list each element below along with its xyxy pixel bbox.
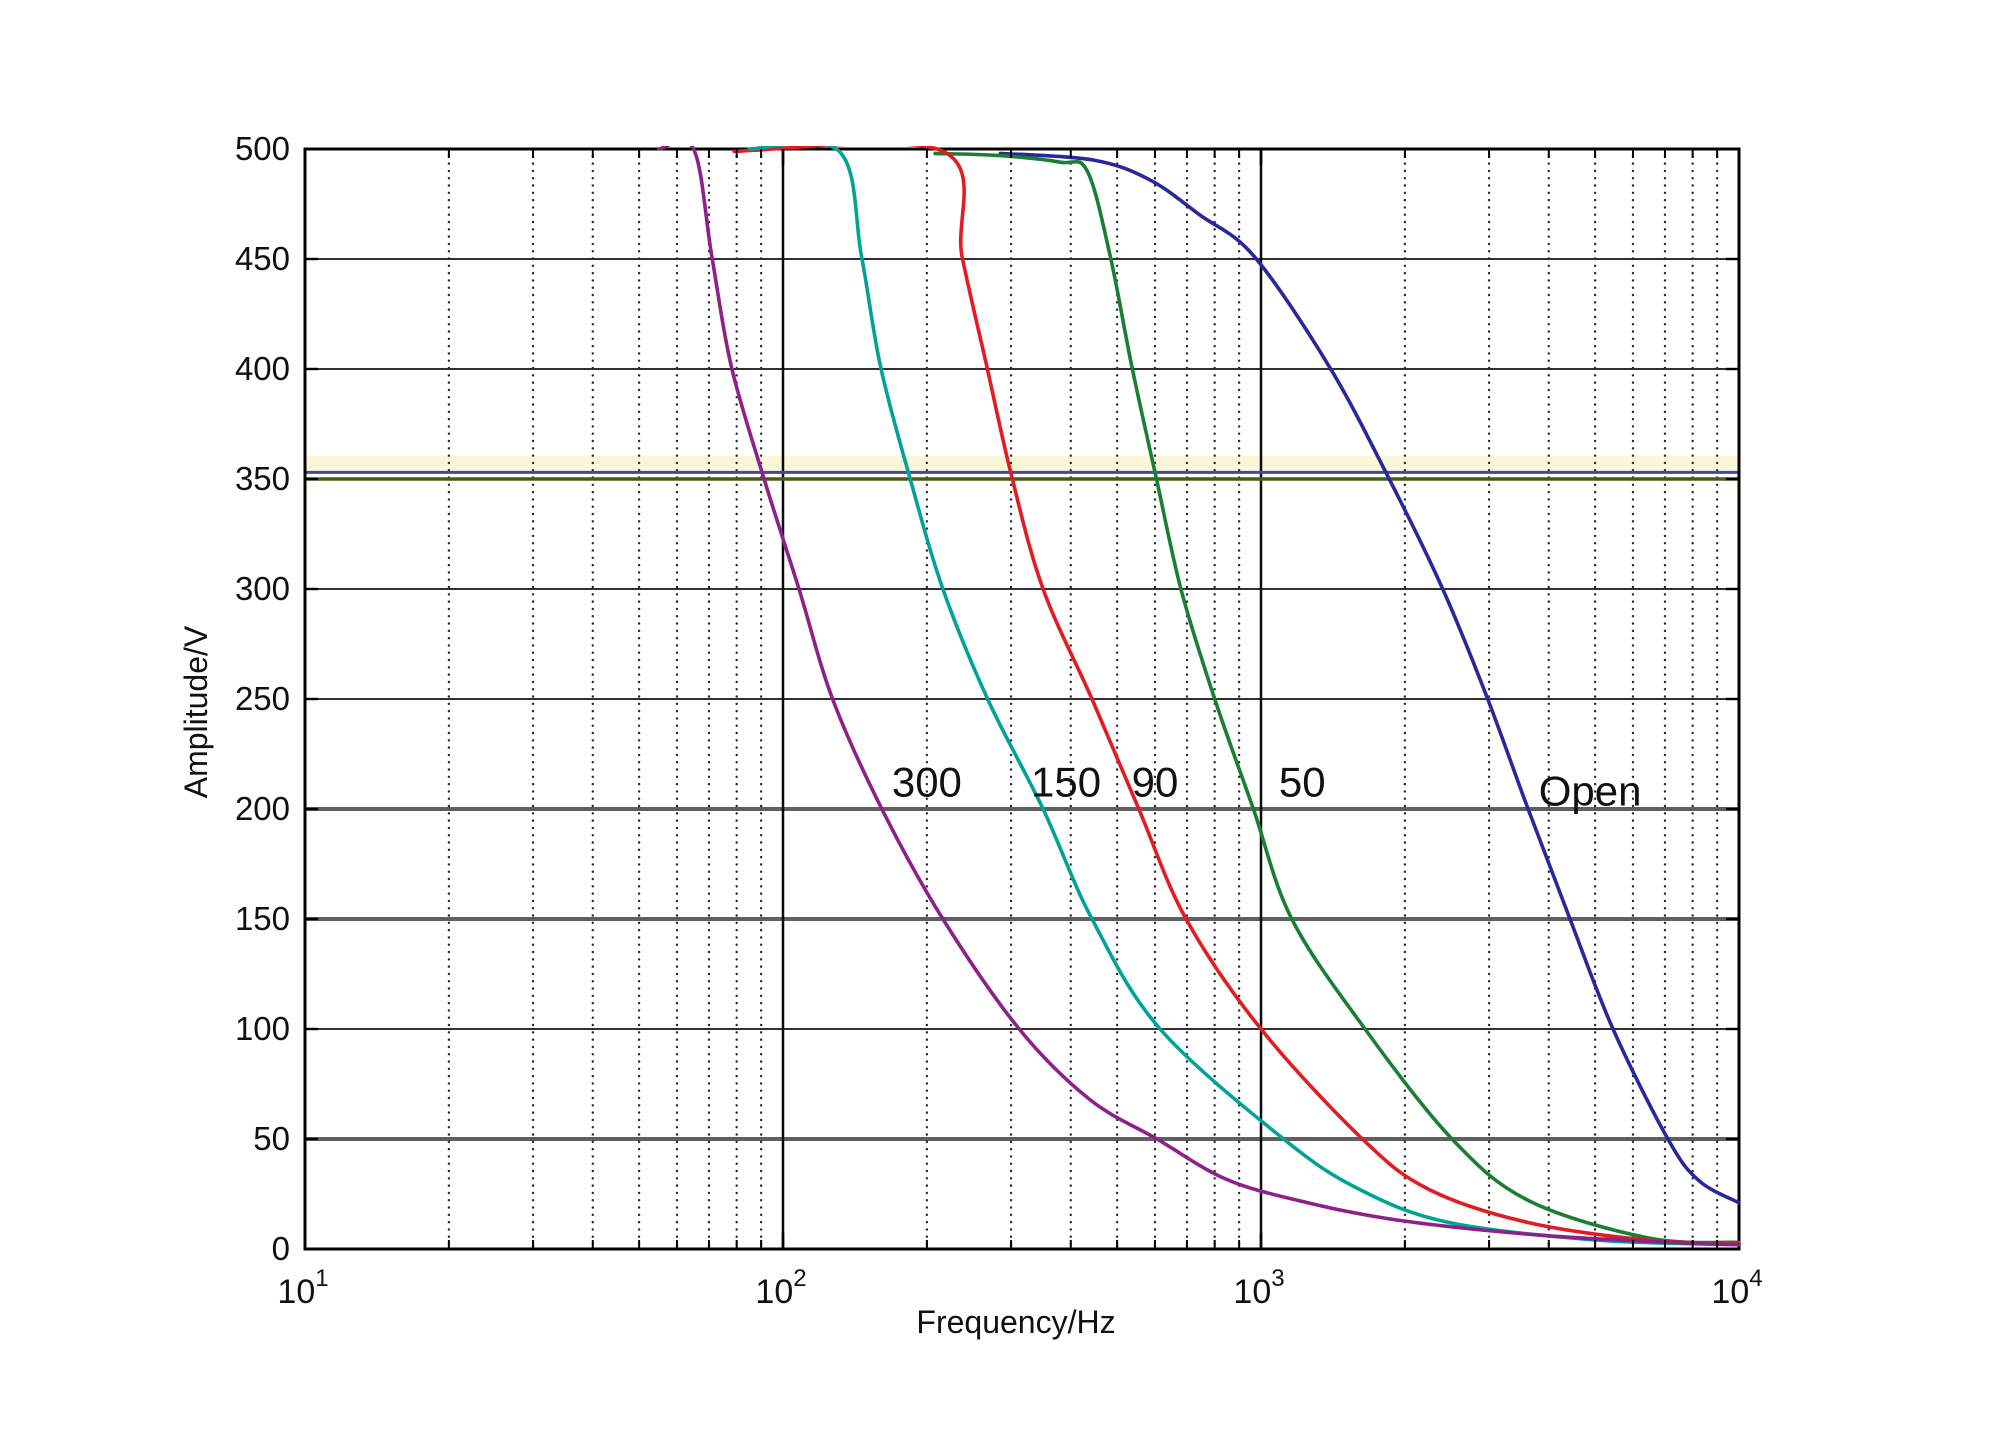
y-axis-label: Amplitude/V bbox=[178, 625, 214, 798]
series-label-90: 90 bbox=[1132, 759, 1179, 806]
x-tick-labels: 101 102 103 104 bbox=[277, 1265, 1762, 1311]
y-tick-label: 450 bbox=[235, 240, 290, 277]
x-tick-label: 104 bbox=[1711, 1265, 1762, 1311]
y-tick-label: 50 bbox=[253, 1120, 290, 1157]
curves bbox=[657, 146, 1741, 1247]
x-tick-label: 103 bbox=[1233, 1265, 1284, 1311]
y-tick-label: 400 bbox=[235, 350, 290, 387]
y-tick-label: 350 bbox=[235, 460, 290, 497]
horizontal-gridlines bbox=[305, 258, 1739, 1141]
curve-50 bbox=[933, 151, 1741, 1245]
series-label-50: 50 bbox=[1279, 759, 1326, 806]
y-tick-labels: 0 50 100 150 200 250 300 350 400 450 500 bbox=[235, 130, 290, 1267]
axis-ticks bbox=[305, 149, 1739, 1249]
x-tick-label: 101 bbox=[277, 1265, 328, 1311]
highlight-band bbox=[305, 455, 1739, 473]
curve-150 bbox=[747, 146, 1741, 1247]
curve-Open bbox=[998, 151, 1741, 1205]
vertical-minor-gridlines bbox=[447, 147, 1719, 1251]
y-tick-label: 250 bbox=[235, 680, 290, 717]
x-axis-label: Frequency/Hz bbox=[916, 1304, 1115, 1340]
y-tick-label: 150 bbox=[235, 900, 290, 937]
y-tick-label: 300 bbox=[235, 570, 290, 607]
vertical-major-gridlines bbox=[781, 149, 1263, 1249]
y-tick-label: 100 bbox=[235, 1010, 290, 1047]
x-tick-label: 102 bbox=[755, 1265, 806, 1311]
series-labels: Open 50 90 150 300 bbox=[892, 759, 1642, 815]
series-label-Open: Open bbox=[1539, 767, 1642, 814]
y-tick-label: 0 bbox=[272, 1230, 290, 1267]
curve-90 bbox=[732, 146, 1741, 1246]
series-label-150: 150 bbox=[1031, 759, 1101, 806]
y-tick-label: 200 bbox=[235, 790, 290, 827]
curve-300 bbox=[657, 146, 1741, 1247]
series-label-300: 300 bbox=[892, 759, 962, 806]
y-tick-label: 500 bbox=[235, 130, 290, 167]
